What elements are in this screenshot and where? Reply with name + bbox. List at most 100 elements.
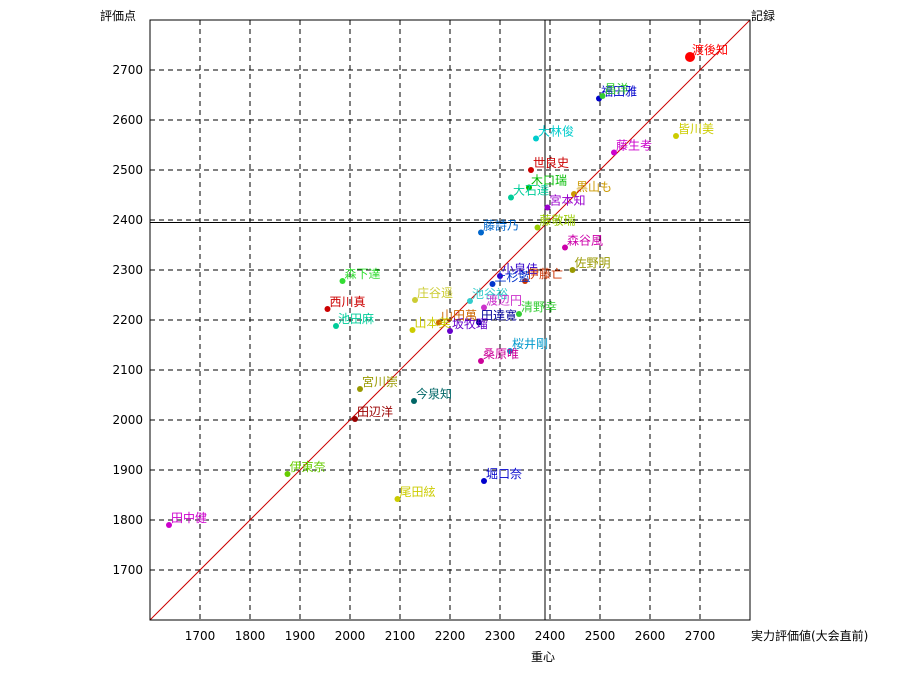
point-label: 渡後知 (692, 42, 728, 57)
data-point (534, 224, 541, 231)
point-label: 小泉佳 (502, 262, 538, 276)
point-label: 木口瑞 (531, 174, 567, 188)
y-tick-label: 2700 (112, 63, 143, 77)
data-point (481, 304, 487, 311)
data-point (357, 386, 363, 392)
x-tick-label: 2700 (685, 629, 716, 643)
data-point (394, 496, 401, 502)
data-point (544, 204, 551, 211)
point-label: 福田雅 (601, 84, 637, 99)
data-point (166, 522, 172, 528)
plot-frame (149, 19, 751, 621)
data-point (497, 273, 503, 279)
y-tick-label: 2400 (112, 213, 143, 227)
x-tick-label: 2600 (635, 629, 666, 643)
y-tick-label: 2100 (112, 363, 143, 377)
point-label: 桑原唯 (483, 347, 519, 361)
x-tick-label: 1700 (185, 629, 216, 643)
y-tick-label: 2000 (112, 413, 143, 427)
centroid-label: 重心 (531, 650, 555, 664)
data-point (411, 398, 417, 404)
data-point (352, 416, 358, 422)
data-point (324, 306, 331, 312)
point-label: 大林俊 (538, 124, 574, 139)
y-tick-labels: 1700 1800 1900 2000 2100 2200 2300 2400 2500 2600… (112, 63, 143, 577)
x-tick-label: 2100 (385, 629, 416, 643)
x-tick-label: 2200 (435, 629, 466, 643)
point-label: 宮本知 (550, 193, 586, 208)
data-point (569, 267, 576, 273)
point-label: 藤生考 (616, 139, 652, 153)
point-label: 池谷裕 (472, 286, 508, 301)
y-tick-label: 2500 (112, 163, 143, 177)
data-point (507, 348, 513, 354)
x-tick-labels: 1700 1800 1900 2000 2100 2200 2300 2400 2500 2600… (185, 629, 716, 643)
point-label: 桜井剛 (512, 337, 548, 351)
y-tick-label: 1800 (112, 513, 143, 527)
x-tick-label: 1900 (285, 629, 316, 643)
point-label: 皆川美 (678, 122, 714, 136)
point-label: 昌洋 (605, 81, 629, 96)
x-axis-label: 実力評価値(大会直前) (751, 628, 868, 643)
data-point (562, 244, 568, 251)
data-point (478, 358, 484, 364)
point-label: 宮川崇 (362, 374, 398, 389)
point-label: 庄谷遥 (417, 285, 453, 300)
data-point (673, 133, 679, 139)
point-label: 池田麻 (338, 311, 374, 326)
data-point (447, 328, 453, 334)
point-label: 山本美 (415, 316, 451, 330)
diagonal-line (149, 19, 751, 621)
y-axis-label: 評価点 (100, 8, 136, 23)
data-point (516, 311, 522, 317)
y-tick-label: 2300 (112, 263, 143, 277)
point-label: 渡辺円 (486, 293, 522, 308)
data-point (467, 298, 473, 304)
data-point (522, 278, 528, 284)
x-tick-label: 2400 (535, 629, 566, 643)
x-tick-label: 2500 (585, 629, 616, 643)
y-tick-label: 1700 (112, 563, 143, 577)
data-point (489, 281, 496, 287)
point-label: 黒山も (576, 180, 612, 194)
point-label: 堀口奈 (486, 466, 522, 481)
point-label: 森谷風 (567, 233, 603, 248)
data-point (284, 471, 291, 477)
data-point (528, 167, 534, 173)
point-label: 上杉藍 (495, 270, 531, 284)
data-point (476, 319, 482, 326)
x-tick-label: 2300 (485, 629, 516, 643)
point-label: 尾田絃 (400, 484, 436, 499)
data-point (409, 327, 416, 333)
data-point (685, 52, 695, 62)
point-label: 佐野明 (575, 256, 611, 270)
y-tick-label: 2200 (112, 313, 143, 327)
point-label: 田辺洋 (357, 404, 393, 419)
point-label: 伊東奈 (290, 460, 326, 474)
data-point (339, 278, 346, 284)
corner-label: 記録 (751, 8, 775, 23)
y-tick-label: 1900 (112, 463, 143, 477)
point-label: 田達寛 (481, 308, 517, 323)
x-tick-label: 2000 (335, 629, 366, 643)
point-label: 田中健 (171, 510, 207, 525)
data-point (599, 93, 606, 99)
data-point (481, 478, 487, 484)
centroid-lines (150, 20, 750, 620)
point-label: 西川真 (330, 295, 366, 309)
x-tick-label: 1800 (235, 629, 266, 643)
point-label: 山田萬 (441, 309, 477, 323)
point-label: 伊藤亡 (527, 267, 563, 281)
point-label: 藤敬瑞 (540, 214, 576, 228)
data-point (533, 135, 539, 142)
data-point (526, 184, 532, 191)
data-point (611, 149, 617, 156)
point-label: 世良史 (533, 155, 569, 170)
data-point (571, 191, 577, 197)
data-point (508, 194, 514, 201)
grid (150, 20, 750, 620)
point-label: 坂牧瑠 (452, 317, 488, 331)
point-label: 大石達 (513, 184, 549, 198)
